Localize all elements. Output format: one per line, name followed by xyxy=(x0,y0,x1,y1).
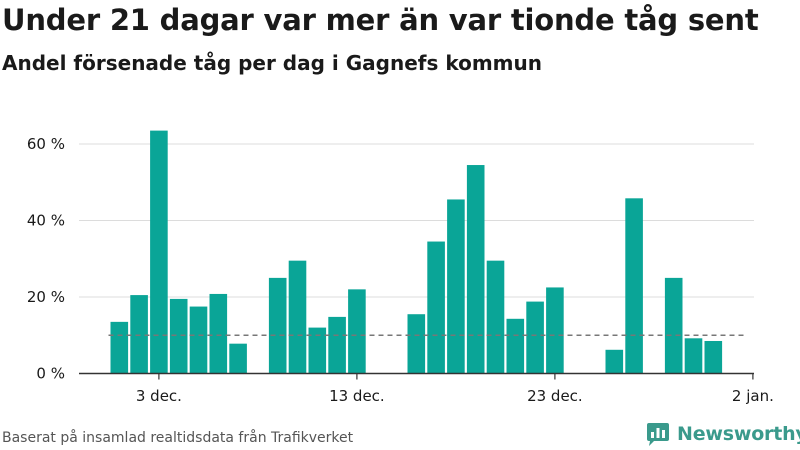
chart-title: Under 21 dagar var mer än var tionde tåg… xyxy=(2,3,759,37)
x-tick-label: 3 dec. xyxy=(136,387,182,405)
y-tick-label: 20 % xyxy=(27,288,65,306)
bar xyxy=(110,321,129,374)
bar-chart: 0 % 20 % 40 % 60 % 3 dec. 13 dec. 23 dec. 2 ja… xyxy=(27,130,774,405)
bar xyxy=(684,338,703,374)
source-footnote: Baserat på insamlad realtidsdata från Tr… xyxy=(2,430,354,446)
bar xyxy=(288,260,307,374)
bar xyxy=(150,130,168,374)
bar xyxy=(546,287,564,374)
brand-logo: Newsworthy xyxy=(645,421,800,447)
bar xyxy=(704,340,723,374)
bar xyxy=(130,295,148,374)
newsworthy-logo-icon xyxy=(647,423,669,446)
bar xyxy=(664,277,683,374)
bar xyxy=(328,316,346,374)
bar xyxy=(427,241,445,374)
bar xyxy=(308,327,327,374)
bar xyxy=(605,349,624,374)
y-axis-tick-labels: 0 % 20 % 40 % 60 % xyxy=(27,135,65,383)
bar xyxy=(189,306,208,374)
grid-lines xyxy=(79,143,754,298)
y-tick-label: 60 % xyxy=(27,135,65,153)
bar xyxy=(625,198,643,374)
bar xyxy=(229,343,247,374)
chart-subtitle: Andel försenade tåg per dag i Gagnefs ko… xyxy=(2,51,542,75)
x-axis xyxy=(79,372,754,380)
bar xyxy=(506,318,525,374)
bar xyxy=(526,301,544,374)
brand-name: Newsworthy xyxy=(677,423,800,445)
x-tick-label: 23 dec. xyxy=(527,387,583,405)
y-tick-label: 0 % xyxy=(36,365,65,383)
y-tick-label: 40 % xyxy=(27,212,65,230)
bars xyxy=(110,130,723,374)
x-tick-label: 2 jan. xyxy=(732,387,774,405)
bar xyxy=(348,289,366,374)
bar xyxy=(209,293,228,374)
bar xyxy=(486,260,505,374)
bar xyxy=(466,165,485,374)
bar xyxy=(268,277,287,374)
bar xyxy=(447,199,465,374)
bar xyxy=(407,314,426,374)
bar xyxy=(169,298,188,374)
x-tick-label: 13 dec. xyxy=(329,387,385,405)
x-axis-tick-labels: 3 dec. 13 dec. 23 dec. 2 jan. xyxy=(136,387,774,405)
